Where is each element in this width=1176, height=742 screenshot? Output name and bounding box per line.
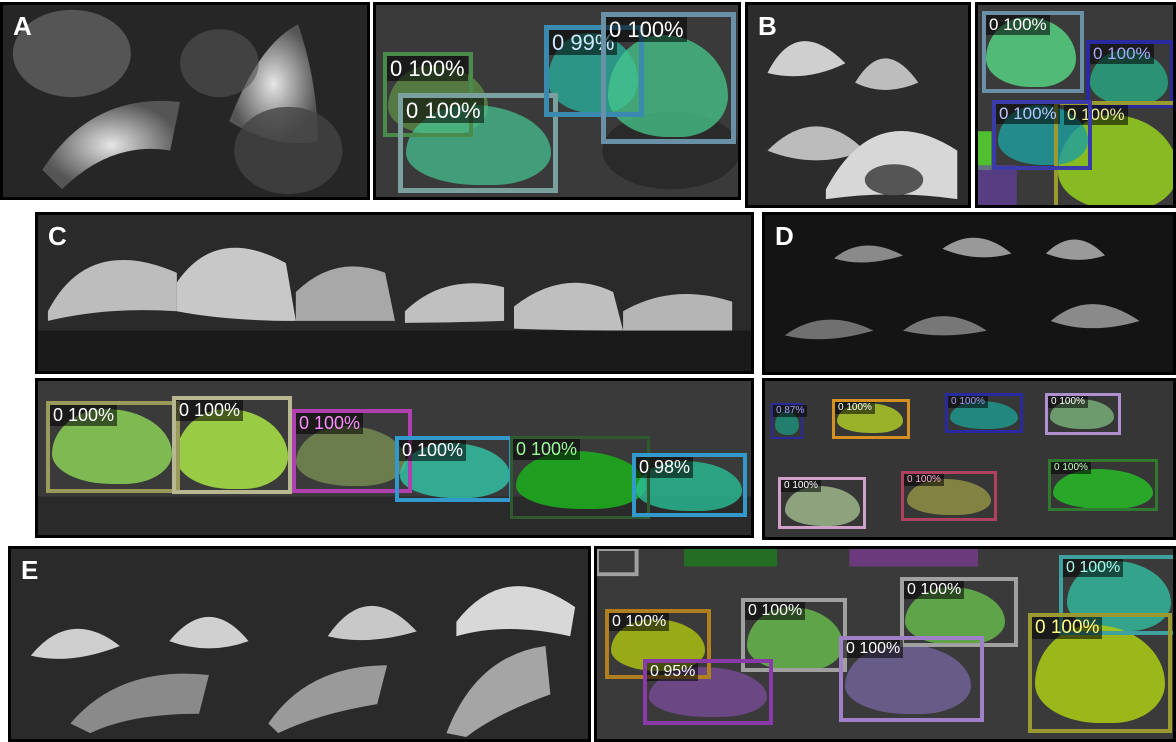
detection-box: 0 98% [632, 453, 747, 517]
panel-letter-b: B [758, 11, 777, 41]
detection-box: 0 100% [1028, 613, 1172, 733]
detection-box: 0 100% [292, 409, 412, 493]
panel-letter-e: E [21, 555, 39, 585]
panel-b-raw-image [748, 5, 968, 205]
detection-box: 0 100% [992, 100, 1092, 170]
panel-e-raw: E [8, 546, 591, 742]
detection-label: 0 100% [1051, 462, 1091, 474]
panel-letter-d: D [775, 221, 794, 251]
detection-label: 0 100% [745, 602, 806, 621]
detection-box: 0 100% [46, 401, 180, 493]
detection-label: 0 100% [296, 413, 364, 434]
detection-label: 0 100% [609, 613, 670, 632]
detection-label: 0 100% [50, 405, 118, 426]
detection-box: 0 87% [771, 403, 808, 439]
mask-c2 [176, 409, 288, 489]
panel-e-raw-image [11, 549, 588, 739]
detection-box: 0 100% [1086, 40, 1173, 108]
detection-label: 0 100% [835, 402, 875, 414]
detection-box: 0 100% [1045, 393, 1121, 435]
detection-label: 0 100% [403, 98, 484, 124]
mask-e4 [1035, 625, 1165, 723]
detection-label: 0 100% [948, 396, 988, 408]
panel-d-raw: D [762, 212, 1176, 375]
panel-a-detections: 0 100% 0 100% 0 99% 0 100% [373, 2, 741, 200]
detection-label: 0 100% [904, 581, 965, 600]
detection-box: 0 95% [643, 659, 773, 725]
detection-label: 0 100% [1090, 44, 1154, 64]
detection-box: 0 100% [510, 436, 650, 519]
detection-box: 0 100% [900, 577, 1018, 647]
panel-c-raw-image [38, 215, 751, 371]
panel-e-detections: 0 100% 0 100% 0 100% 0 100% 0 95% 0 100%… [594, 546, 1176, 742]
panel-a-raw: A [0, 2, 370, 200]
detection-box: 0 100% [945, 393, 1023, 433]
detection-label: 0 100% [1064, 105, 1128, 125]
mask-d7 [1053, 469, 1153, 509]
mask-a4 [608, 35, 728, 137]
panel-letter-c: C [48, 221, 67, 251]
detection-box: 0 100% [398, 93, 558, 193]
detection-label: 0 100% [996, 104, 1060, 124]
detection-label: 0 87% [773, 405, 808, 417]
detection-label: 0 100% [904, 474, 944, 486]
detection-box: 0 100% [982, 11, 1084, 93]
panel-c-detections: 0 100% 0 100% 0 100% 0 100% 0 100% 0 98% [35, 378, 754, 538]
detection-box: 0 100% [1048, 459, 1158, 511]
detection-box: 0 100% [839, 636, 984, 722]
detection-label: 0 100% [606, 17, 687, 43]
detection-box: 0 100% [832, 399, 910, 439]
panel-a-raw-image [3, 5, 367, 197]
detection-box: 0 100% [1059, 555, 1173, 635]
panel-b-detections: 0 100% 0 100% 0 100% 0 100% [975, 2, 1176, 208]
detection-box: 0 100% [901, 471, 997, 521]
detection-box: 0 100% [741, 598, 847, 672]
mask-d5 [785, 486, 860, 526]
detection-label: 0 100% [1032, 617, 1103, 639]
detection-label: 0 98% [636, 457, 694, 478]
detection-label: 0 100% [1063, 559, 1124, 578]
detection-label: 0 100% [781, 480, 821, 492]
detection-label: 0 100% [843, 640, 904, 659]
detection-box: 0 100% [601, 12, 736, 144]
mask-c3 [296, 426, 406, 486]
detection-label: 0 100% [1048, 396, 1088, 408]
panel-d-detections: 0 87% 0 100% 0 100% 0 100% 0 100% 0 100%… [762, 378, 1176, 540]
detection-box: 0 100% [172, 396, 292, 494]
mask-c5 [516, 451, 646, 509]
detection-label: 0 100% [399, 440, 467, 461]
detection-box: 0 100% [778, 477, 866, 529]
panel-d-raw-image [765, 215, 1173, 372]
detection-label: 0 100% [176, 400, 244, 421]
detection-box: 0 100% [1054, 101, 1173, 205]
panel-c-raw: C [35, 212, 754, 374]
detection-label: 0 95% [647, 663, 699, 682]
panel-b-raw: B [745, 2, 971, 208]
detection-label: 0 100% [513, 439, 581, 460]
detection-label: 0 100% [387, 56, 468, 82]
detection-box: 0 100% [395, 436, 513, 502]
panel-letter-a: A [13, 11, 32, 41]
detection-label: 0 100% [986, 15, 1050, 35]
